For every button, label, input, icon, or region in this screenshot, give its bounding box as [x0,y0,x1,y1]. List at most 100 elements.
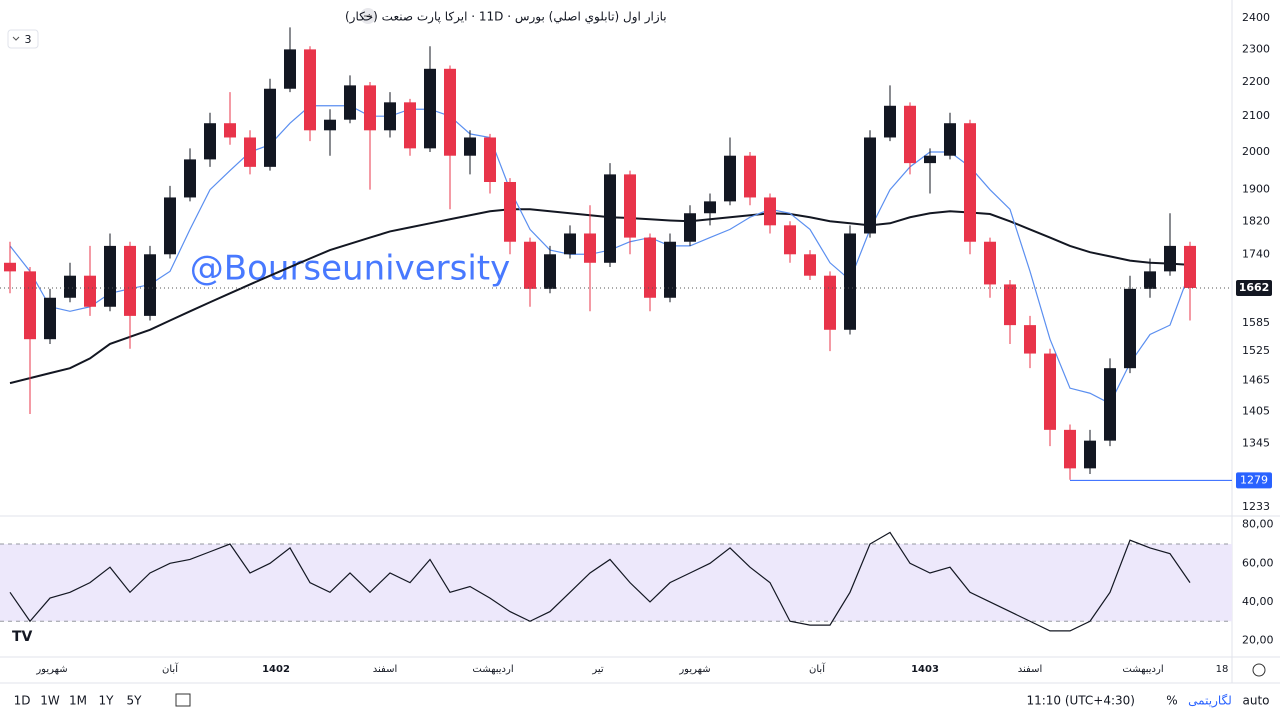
indicator-count: 3 [25,33,32,46]
y-tick-label: 1233 [1242,500,1270,513]
x-tick-label: اسفند [1018,664,1042,675]
candle-body [904,105,916,164]
y-tick-label: 1465 [1242,374,1270,387]
candle-body [1004,284,1016,326]
candle-body [1144,271,1156,289]
candle-body [1024,325,1036,354]
candle-body [804,254,816,276]
candle-body [84,275,96,307]
last-price-badge [1236,279,1272,296]
y-tick-label: 2000 [1242,145,1270,158]
symbol-title: بازار اول (تابلوي اصلي) بورس · 11D · ایر… [345,10,667,25]
candle-body [1164,245,1176,272]
x-tick-label: 18 [1216,664,1229,675]
candle-body [304,49,316,131]
overlay-line [9,105,1191,405]
candle-body [924,155,936,164]
y-tick-label: 1405 [1242,404,1270,417]
chevron-icon [12,36,20,41]
candle-body [724,155,736,202]
candle-body [764,197,776,226]
range-button[interactable]: 1M [69,694,87,708]
candle-body [484,137,496,182]
candle-body [364,85,376,131]
x-tick-label: شهریور [35,664,67,675]
y-tick-label: 2300 [1242,42,1270,55]
candle-body [884,105,896,138]
candle-body [864,137,876,234]
x-tick-label: 1403 [911,664,939,675]
x-tick-label: اردیبهشت [472,664,513,675]
candle-body [424,68,436,149]
percent-toggle[interactable]: % [1166,694,1177,708]
y-tick-label: 80,00 [1242,518,1274,531]
range-button[interactable]: 5Y [127,694,143,708]
date-range-button[interactable] [175,693,191,707]
candle-body [444,68,456,156]
log-toggle[interactable]: لگاریتمی [1188,694,1232,709]
candle-body [844,233,856,330]
candle-body [1124,288,1136,369]
candle-body [344,85,356,120]
level-badge [1236,472,1272,489]
candle-body [204,123,216,160]
candle-body [264,88,276,167]
candle-body [44,297,56,340]
y-tick-label: 2400 [1242,11,1270,24]
rsi-line [9,531,1191,632]
candle-body [744,155,756,198]
candle-body [684,213,696,242]
settings-button[interactable] [1252,663,1266,677]
y-tick-label: 20,00 [1242,634,1274,647]
x-tick-label: 1402 [262,664,290,675]
rsi-band [0,544,1232,622]
candle-body [124,245,136,316]
candle-body [544,254,556,289]
candle-body [104,245,116,307]
clock: 11:10 (UTC+4:30) [1026,694,1135,708]
x-tick-label: آبان [162,662,179,675]
watermark: @Bourseuniversity [190,249,510,289]
y-tick-label: 1585 [1242,316,1270,329]
indicator-toggle[interactable] [7,29,39,49]
candle-body [584,233,596,263]
range-button[interactable]: 1Y [99,694,115,708]
candle-body [184,159,196,198]
range-button[interactable]: 1D [14,694,31,708]
tv-logo: TV [12,629,33,645]
candle-body [64,275,76,298]
candle-body [224,123,236,138]
candle-body [24,271,36,340]
candle-body [384,102,396,131]
y-tick-label: 1345 [1242,436,1270,449]
y-tick-label: 1525 [1242,344,1270,357]
candle-body [704,201,716,214]
y-tick-label: 1820 [1242,214,1270,227]
x-tick-label: شهریور [678,664,710,675]
candle-body [144,254,156,316]
x-tick-label: آبان [809,662,826,675]
candle-body [824,275,836,330]
last-price-label: 1662 [1239,281,1270,294]
y-tick-label: 1740 [1242,247,1270,260]
candle-body [164,197,176,255]
y-tick-label: 2200 [1242,75,1270,88]
candle-body [1104,368,1116,441]
candle-body [604,174,616,263]
range-button[interactable]: 1W [40,694,60,708]
candle-body [964,123,976,242]
y-tick-label: 40,00 [1242,595,1274,608]
candle-body [944,123,956,156]
x-tick-label: اسفند [373,664,397,675]
candle-body [284,49,296,89]
candle-body [1064,429,1076,469]
candle-body [984,241,996,285]
candle-body [1184,245,1196,288]
x-tick-label: تیر [591,664,604,675]
bottom-toolbar: 11:10 (UTC+4:30) % لگاریتمی auto 1D 1W 1M 1… [14,663,1270,709]
candle-body [4,262,16,272]
auto-toggle[interactable]: auto [1242,694,1269,708]
candle-body [1044,353,1056,430]
y-tick-label: 1900 [1242,183,1270,196]
candle-body [644,237,656,298]
